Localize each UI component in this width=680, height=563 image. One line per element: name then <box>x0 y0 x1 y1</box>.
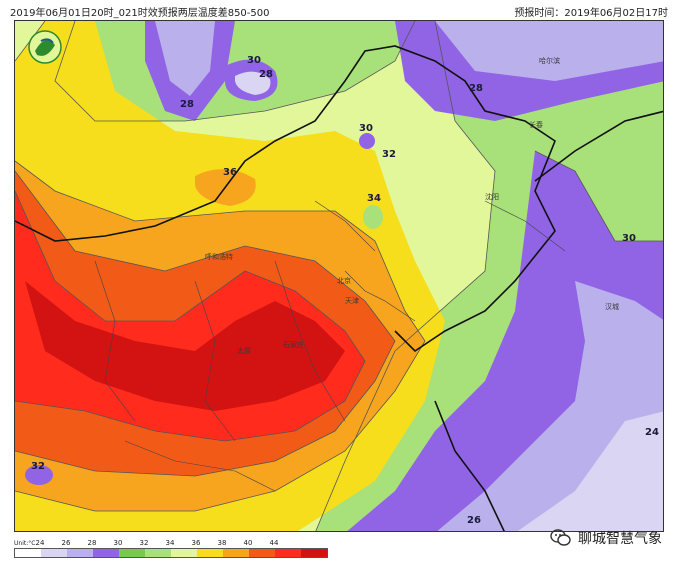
legend-swatch <box>119 549 145 557</box>
map-header: 2019年06月01日20时_021时效预报两层温度差850-500 预报时间：… <box>0 0 680 20</box>
temperature-difference-map: 28 30 28 30 32 36 34 28 30 24 32 26 呼和浩特… <box>14 20 664 532</box>
legend-swatch <box>93 549 119 557</box>
legend-tick: 32 <box>139 539 149 547</box>
wechat-icon <box>550 529 571 546</box>
legend-tick: 34 <box>165 539 175 547</box>
wechat-watermark: 聊城智慧气象 <box>550 527 662 549</box>
legend-swatch <box>67 549 93 557</box>
iso-label: 28 <box>180 99 194 110</box>
city-label: 北京 <box>337 276 351 285</box>
iso-label: 36 <box>223 167 237 178</box>
legend-ticks: 24 26 28 30 32 34 36 38 40 44 <box>14 536 344 548</box>
city-label: 沈阳 <box>485 192 499 201</box>
legend-tick: 36 <box>191 539 201 547</box>
legend-swatch <box>171 549 197 557</box>
iso-label: 28 <box>259 69 273 80</box>
legend-swatch <box>249 549 275 557</box>
iso-label: 28 <box>469 83 483 94</box>
legend-tick: 40 <box>243 539 253 547</box>
city-label: 呼和浩特 <box>205 252 233 261</box>
zone-lavender-ne <box>435 21 663 81</box>
cma-logo <box>28 30 62 64</box>
legend-bar <box>14 548 328 558</box>
legend-swatch <box>145 549 171 557</box>
legend-tick: 26 <box>61 539 71 547</box>
city-label: 天津 <box>345 297 359 305</box>
watermark-text: 聊城智慧气象 <box>578 531 662 547</box>
legend-unit: Unit:°C <box>14 540 36 547</box>
legend-tick: 24 <box>35 539 45 547</box>
zone-pale-blue <box>517 411 663 531</box>
iso-label: 26 <box>467 515 481 526</box>
zone-purple-dot <box>359 133 375 149</box>
legend-swatch <box>15 549 41 557</box>
iso-label: 32 <box>31 461 45 472</box>
province-borders <box>94 200 566 492</box>
iso-label: 30 <box>247 55 261 66</box>
iso-label: 32 <box>382 149 396 160</box>
zone-purple-sw <box>25 465 53 485</box>
iso-label: 30 <box>359 123 373 134</box>
iso-label: 34 <box>367 193 381 204</box>
zone-light-blob <box>235 71 271 95</box>
legend-swatch <box>275 549 301 557</box>
city-label: 太原 <box>237 346 251 355</box>
legend-tick: 30 <box>113 539 123 547</box>
legend-swatch <box>223 549 249 557</box>
zone-dark-red <box>25 281 345 411</box>
legend-tick: 44 <box>269 539 279 547</box>
city-label: 哈尔滨 <box>539 56 560 65</box>
legend-swatch <box>41 549 67 557</box>
iso-label: 24 <box>645 427 659 438</box>
city-label: 长春 <box>529 120 543 129</box>
zone-lavender-n <box>155 21 215 96</box>
forecast-time: 预报时间：2019年06月02日17时 <box>514 8 668 19</box>
city-label: 汉城 <box>605 303 619 311</box>
city-label: 石家庄 <box>283 340 304 349</box>
zone-lavender-dot <box>363 205 383 229</box>
legend-swatch <box>197 549 223 557</box>
color-legend: Unit:°C 24 26 28 30 32 34 36 38 40 44 <box>14 536 344 562</box>
forecast-title: 2019年06月01日20时_021时效预报两层温度差850-500 <box>10 8 270 19</box>
iso-label: 30 <box>622 233 636 244</box>
legend-tick: 28 <box>87 539 97 547</box>
legend-swatch <box>301 549 327 557</box>
legend-tick: 38 <box>217 539 227 547</box>
country-borders <box>15 45 663 531</box>
